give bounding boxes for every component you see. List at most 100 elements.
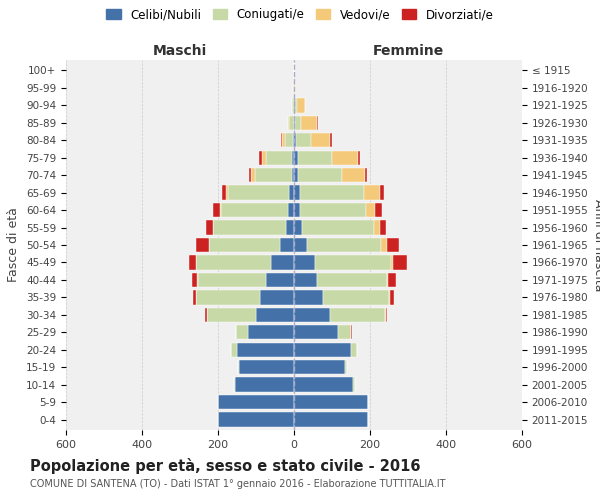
Bar — [393, 256, 407, 270]
Bar — [389, 290, 390, 304]
Bar — [351, 325, 352, 340]
Bar — [332, 150, 358, 165]
Bar — [386, 308, 388, 322]
Bar — [317, 273, 387, 287]
Bar — [266, 150, 292, 165]
Bar — [265, 273, 294, 287]
Bar — [298, 168, 341, 182]
Bar — [196, 290, 260, 304]
Bar — [353, 378, 355, 392]
Bar — [338, 325, 351, 340]
Bar — [292, 168, 294, 182]
Bar — [236, 325, 248, 340]
Bar — [351, 342, 356, 357]
Bar — [294, 116, 295, 130]
Text: Maschi: Maschi — [153, 44, 207, 59]
Bar — [295, 98, 296, 112]
Bar — [380, 186, 384, 200]
Bar — [302, 220, 374, 234]
Legend: Celibi/Nubili, Coniugati/e, Vedovi/e, Divorziati/e: Celibi/Nubili, Coniugati/e, Vedovi/e, Di… — [101, 4, 499, 26]
Bar — [294, 325, 338, 340]
Bar — [282, 133, 285, 148]
Bar — [196, 256, 271, 270]
Bar — [237, 342, 294, 357]
Bar — [232, 342, 237, 357]
Bar — [388, 273, 396, 287]
Bar — [341, 168, 365, 182]
Bar — [220, 203, 221, 217]
Bar — [387, 273, 388, 287]
Bar — [358, 150, 360, 165]
Bar — [228, 186, 289, 200]
Bar — [294, 273, 317, 287]
Bar — [294, 256, 315, 270]
Bar — [315, 256, 391, 270]
Bar — [251, 168, 255, 182]
Text: COMUNE DI SANTENA (TO) - Dati ISTAT 1° gennaio 2016 - Elaborazione TUTTITALIA.IT: COMUNE DI SANTENA (TO) - Dati ISTAT 1° g… — [30, 479, 445, 489]
Bar — [294, 342, 351, 357]
Bar — [380, 220, 386, 234]
Bar — [364, 186, 380, 200]
Bar — [390, 290, 394, 304]
Bar — [294, 203, 300, 217]
Bar — [189, 256, 196, 270]
Bar — [292, 98, 294, 112]
Bar — [294, 360, 346, 374]
Bar — [214, 203, 220, 217]
Bar — [289, 116, 294, 130]
Bar — [294, 290, 323, 304]
Bar — [249, 168, 251, 182]
Y-axis label: Fasce di età: Fasce di età — [7, 208, 20, 282]
Bar — [256, 308, 294, 322]
Bar — [294, 220, 302, 234]
Bar — [214, 220, 286, 234]
Bar — [294, 133, 296, 148]
Bar — [218, 412, 294, 426]
Text: Femmine: Femmine — [373, 44, 443, 59]
Bar — [222, 186, 226, 200]
Bar — [301, 116, 317, 130]
Bar — [206, 220, 212, 234]
Bar — [382, 238, 388, 252]
Bar — [293, 133, 294, 148]
Bar — [196, 238, 209, 252]
Bar — [294, 238, 307, 252]
Bar — [294, 412, 368, 426]
Bar — [285, 133, 293, 148]
Bar — [289, 203, 294, 217]
Bar — [296, 133, 311, 148]
Bar — [298, 150, 332, 165]
Bar — [206, 308, 256, 322]
Bar — [391, 256, 393, 270]
Bar — [280, 238, 294, 252]
Bar — [218, 395, 294, 409]
Bar — [255, 168, 292, 182]
Bar — [295, 116, 301, 130]
Bar — [294, 308, 330, 322]
Bar — [294, 98, 295, 112]
Bar — [294, 150, 298, 165]
Bar — [365, 168, 367, 182]
Bar — [294, 81, 295, 95]
Bar — [366, 203, 374, 217]
Text: Popolazione per età, sesso e stato civile - 2016: Popolazione per età, sesso e stato civil… — [30, 458, 421, 473]
Bar — [292, 150, 294, 165]
Y-axis label: Anni di nascita: Anni di nascita — [592, 198, 600, 291]
Bar — [289, 186, 294, 200]
Bar — [221, 203, 289, 217]
Bar — [330, 133, 332, 148]
Bar — [198, 273, 265, 287]
Bar — [262, 150, 266, 165]
Bar — [226, 186, 228, 200]
Bar — [294, 168, 298, 182]
Bar — [374, 220, 380, 234]
Bar — [330, 308, 385, 322]
Bar — [205, 308, 206, 322]
Bar — [260, 290, 294, 304]
Bar — [294, 378, 353, 392]
Bar — [287, 116, 289, 130]
Bar — [307, 238, 382, 252]
Bar — [281, 133, 282, 148]
Bar — [374, 203, 382, 217]
Bar — [192, 273, 197, 287]
